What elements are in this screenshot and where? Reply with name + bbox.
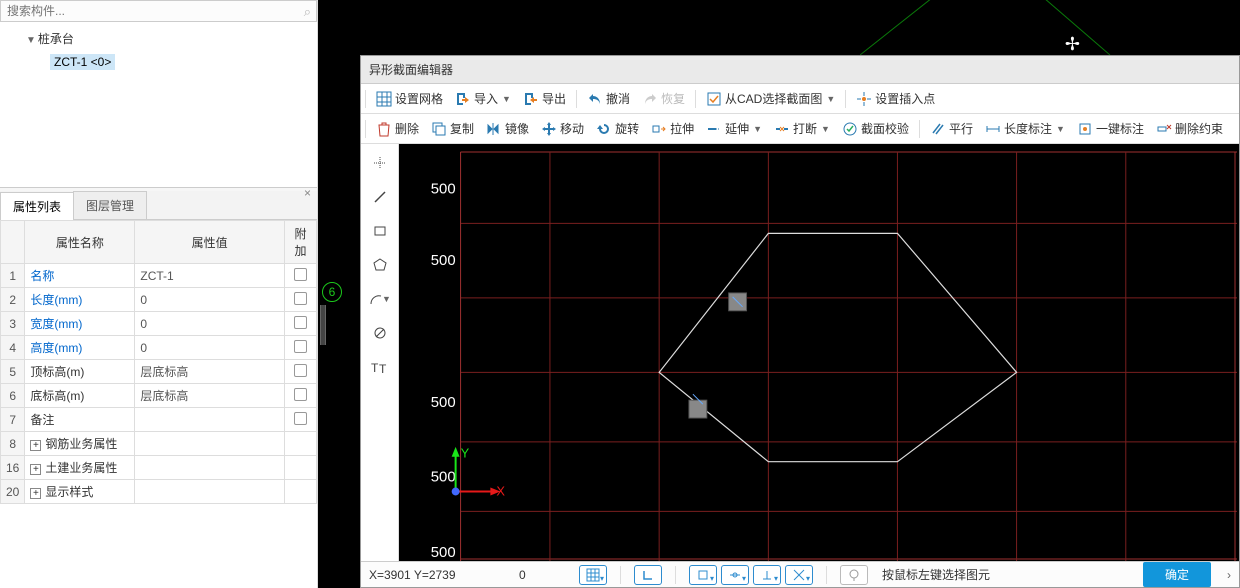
arc-tool[interactable]: ▼ xyxy=(367,286,393,312)
svg-text:Y: Y xyxy=(461,446,470,461)
section-editor-window: 异形截面编辑器 设置网格 导入▼ 导出 撤消 恢复 从CAD选择截面图▼ 设置插… xyxy=(360,55,1240,588)
ok-button[interactable]: 确定 xyxy=(1143,562,1211,587)
parallel-button[interactable]: 平行 xyxy=(925,117,978,140)
editor-title: 异形截面编辑器 xyxy=(361,56,1239,84)
svg-text:500: 500 xyxy=(431,545,456,561)
copy-button[interactable]: 复制 xyxy=(426,117,479,140)
table-row[interactable]: 8 +钢筋业务属性 xyxy=(1,432,317,456)
tab-properties[interactable]: 属性列表 xyxy=(0,192,74,220)
splitter-handle[interactable] xyxy=(320,305,326,345)
toolbar-main: 设置网格 导入▼ 导出 撤消 恢复 从CAD选择截面图▼ 设置插入点 xyxy=(361,84,1239,114)
extend-button[interactable]: 延伸▼ xyxy=(701,117,767,140)
point-tool[interactable] xyxy=(367,150,393,176)
toolbar-edit: 删除 复制 镜像 移动 旋转 拉伸 延伸▼ 打断▼ 截面校验 平行 长度标注▼ … xyxy=(361,114,1239,144)
snap-end-button[interactable]: ▾ xyxy=(689,565,717,585)
tree-leaf-zct1[interactable]: ZCT-1 <0> xyxy=(8,53,309,71)
bulb-button[interactable] xyxy=(840,565,868,585)
rect-tool[interactable] xyxy=(367,218,393,244)
table-row[interactable]: 16 +土建业务属性 xyxy=(1,456,317,480)
table-row[interactable]: 2 长度(mm) 0 xyxy=(1,288,317,312)
redo-button: 恢复 xyxy=(637,87,690,110)
left-panel: ⌕ ▼桩承台 ZCT-1 <0> × 属性列表 图层管理 属性名称 属性值 附加… xyxy=(0,0,318,588)
stretch-button[interactable]: 拉伸 xyxy=(646,117,699,140)
delete-constraint-button[interactable]: 删除约束 xyxy=(1151,117,1228,140)
insert-point-button[interactable]: 设置插入点 xyxy=(851,87,940,110)
dimension-button[interactable]: 长度标注▼ xyxy=(980,117,1070,140)
auto-dimension-button[interactable]: 一键标注 xyxy=(1072,117,1149,140)
import-button[interactable]: 导入▼ xyxy=(450,87,516,110)
coord-readout: X=3901 Y=2739 xyxy=(369,568,509,582)
tab-layers[interactable]: 图层管理 xyxy=(73,191,147,219)
table-row[interactable]: 3 宽度(mm) 0 xyxy=(1,312,317,336)
snap-grid-button[interactable]: ▾ xyxy=(579,565,607,585)
polygon-tool[interactable] xyxy=(367,252,393,278)
tree-node-root[interactable]: ▼桩承台 xyxy=(8,28,309,49)
svg-text:500: 500 xyxy=(431,470,456,486)
snap-int-button[interactable]: ▾ xyxy=(785,565,813,585)
table-row[interactable]: 20 +显示样式 xyxy=(1,480,317,504)
delete-button[interactable]: 删除 xyxy=(371,117,424,140)
status-zero: 0 xyxy=(519,568,569,582)
snap-perp-button[interactable]: ▾ xyxy=(753,565,781,585)
svg-text:500: 500 xyxy=(431,253,456,269)
search-icon[interactable]: ⌕ xyxy=(304,4,311,20)
ortho-button[interactable] xyxy=(634,565,662,585)
svg-text:500: 500 xyxy=(431,182,456,198)
table-row[interactable]: 1 名称 ZCT-1 xyxy=(1,264,317,288)
table-row[interactable]: 4 高度(mm) 0 xyxy=(1,336,317,360)
rotate-button[interactable]: 旋转 xyxy=(591,117,644,140)
svg-text:T: T xyxy=(371,361,379,375)
status-hint: 按鼠标左键选择图元 xyxy=(882,566,990,583)
table-row[interactable]: 7 备注 xyxy=(1,408,317,432)
svg-text:500: 500 xyxy=(431,395,456,411)
close-icon[interactable]: × xyxy=(304,186,311,200)
check-section-button[interactable]: 截面校验 xyxy=(837,117,914,140)
export-button[interactable]: 导出 xyxy=(518,87,571,110)
table-row[interactable]: 6 底标高(m) 层底标高 xyxy=(1,384,317,408)
from-cad-button[interactable]: 从CAD选择截面图▼ xyxy=(701,87,840,110)
mirror-button[interactable]: 镜像 xyxy=(481,117,534,140)
col-value: 属性值 xyxy=(135,221,285,264)
line-tool[interactable] xyxy=(367,184,393,210)
cursor-icon: ✢ xyxy=(1065,34,1080,55)
marker-6: 6 xyxy=(322,282,342,302)
property-table: 属性名称 属性值 附加 1 名称 ZCT-1 2 长度(mm) 0 3 宽度(m… xyxy=(0,220,317,504)
snap-mid-button[interactable]: ▾ xyxy=(721,565,749,585)
undo-button[interactable]: 撤消 xyxy=(582,87,635,110)
svg-text:X: X xyxy=(496,483,505,498)
status-bar: X=3901 Y=2739 0 ▾ ▾ ▾ ▾ ▾ 按鼠标左键选择图元 确定 › xyxy=(361,561,1239,587)
draw-tools: ▼ TT xyxy=(361,144,399,561)
grid-settings-button[interactable]: 设置网格 xyxy=(371,87,448,110)
property-tabs: 属性列表 图层管理 xyxy=(0,191,317,220)
text-tool[interactable]: TT xyxy=(367,354,393,380)
break-button[interactable]: 打断▼ xyxy=(769,117,835,140)
drawing-canvas[interactable]: 500 500 500 500 500 Y X xyxy=(399,144,1239,561)
move-button[interactable]: 移动 xyxy=(536,117,589,140)
chevron-right-icon[interactable]: › xyxy=(1227,568,1231,582)
col-extra: 附加 xyxy=(285,221,317,264)
component-tree: ▼桩承台 ZCT-1 <0> xyxy=(0,22,317,187)
col-name: 属性名称 xyxy=(25,221,135,264)
circle-tool[interactable] xyxy=(367,320,393,346)
table-row[interactable]: 5 顶标高(m) 层底标高 xyxy=(1,360,317,384)
svg-text:T: T xyxy=(379,362,387,375)
search-input[interactable] xyxy=(0,0,317,22)
